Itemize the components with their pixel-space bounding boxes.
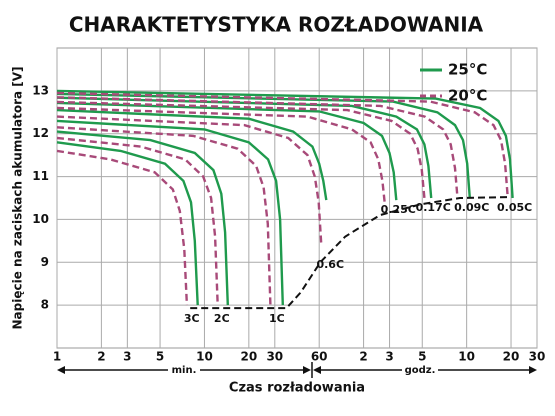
rate-label: 0.09C bbox=[454, 201, 489, 214]
legend-label: 20°C bbox=[448, 87, 487, 105]
y-tick-label: 11 bbox=[32, 169, 49, 183]
min-bracket bbox=[57, 362, 313, 378]
line bbox=[56, 101, 398, 201]
chart-title: CHARAKTETYSTYKA ROZŁADOWANIA bbox=[69, 13, 484, 37]
line bbox=[56, 100, 426, 199]
line bbox=[56, 126, 272, 306]
rate-label: 0.6C bbox=[316, 258, 344, 271]
annotation: min. bbox=[172, 365, 197, 376]
rate-label: 0.17C bbox=[416, 201, 451, 214]
x-tick-label: 5 bbox=[156, 350, 164, 364]
line bbox=[56, 141, 199, 306]
line bbox=[56, 108, 328, 201]
y-tick-label: 9 bbox=[41, 255, 49, 269]
line bbox=[56, 91, 509, 199]
x-tick-label: 2 bbox=[97, 350, 105, 364]
x-tick-label: 3 bbox=[123, 350, 131, 364]
y-tick-label: 13 bbox=[32, 83, 49, 97]
rate-label: 3C bbox=[184, 312, 200, 325]
hour-bracket bbox=[313, 363, 537, 377]
annotation: godz. bbox=[405, 365, 436, 376]
line bbox=[56, 119, 284, 306]
line bbox=[56, 130, 229, 306]
line bbox=[56, 136, 219, 306]
legend-label: 25°C bbox=[448, 61, 487, 79]
rate-label: 0.25C bbox=[381, 203, 416, 216]
y-tick-label: 10 bbox=[32, 212, 49, 226]
x-tick-label: 3 bbox=[385, 350, 393, 364]
line bbox=[56, 149, 189, 306]
line bbox=[56, 106, 387, 207]
x-axis-label: Czas rozładowania bbox=[229, 381, 365, 396]
line bbox=[56, 89, 514, 199]
x-tick-label: 60 bbox=[311, 350, 328, 364]
x-tick-label: 5 bbox=[418, 350, 426, 364]
line bbox=[56, 115, 323, 246]
x-tick-label: 10 bbox=[196, 350, 213, 364]
y-tick-label: 12 bbox=[32, 126, 49, 140]
rate-label: 2C bbox=[214, 312, 230, 325]
line bbox=[56, 96, 433, 199]
y-tick-label: 8 bbox=[41, 298, 49, 312]
x-tick-label: 1 bbox=[53, 350, 61, 364]
x-tick-label: 20 bbox=[240, 350, 257, 364]
x-tick-label: 30 bbox=[529, 350, 546, 364]
x-tick-label: 20 bbox=[503, 350, 520, 364]
y-axis-label: Napięcie na zaciskach akumulatora [V] bbox=[11, 66, 25, 329]
rate-label: 0.05C bbox=[497, 201, 532, 214]
x-tick-label: 30 bbox=[266, 350, 283, 364]
rate-label: 1C bbox=[269, 312, 285, 325]
x-tick-label: 10 bbox=[458, 350, 475, 364]
line bbox=[190, 196, 510, 310]
x-tick-label: 2 bbox=[359, 350, 367, 364]
line bbox=[56, 96, 459, 199]
